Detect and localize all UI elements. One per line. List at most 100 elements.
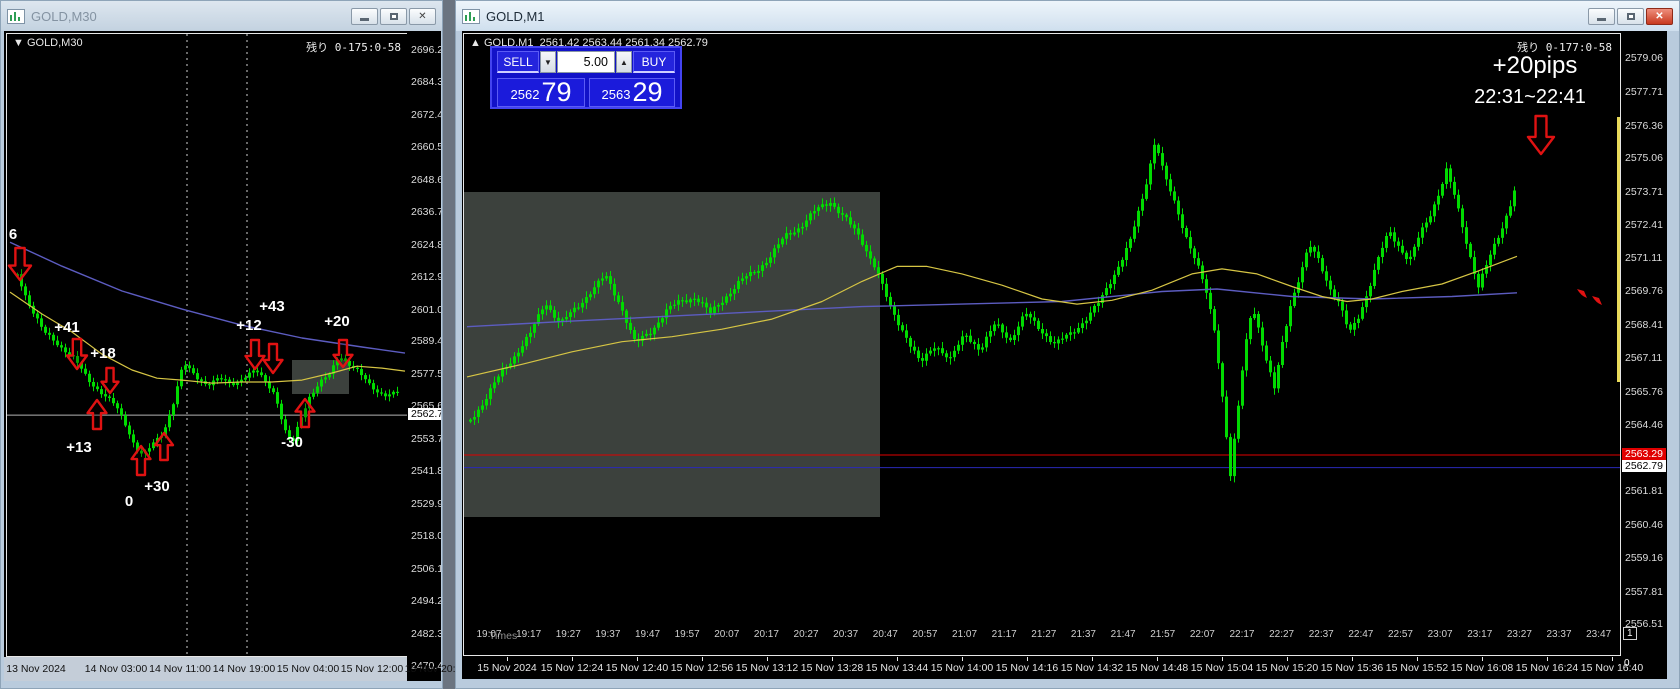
time-tick-label: 21:07 bbox=[952, 629, 978, 640]
axis-tick bbox=[1417, 657, 1418, 661]
collapse-icon[interactable]: ▼ bbox=[13, 37, 24, 49]
price-axis-label: 2482.38 bbox=[411, 628, 441, 640]
buy-button[interactable]: BUY bbox=[633, 51, 675, 73]
chart-canvas-m1[interactable] bbox=[464, 34, 1620, 655]
price-axis-label: 2571.11 bbox=[1625, 252, 1663, 264]
price-axis-m30[interactable]: 2696.23 2684.33 2672.43 2660.53 2648.63 2636.… bbox=[407, 33, 441, 677]
axis-tick bbox=[1352, 657, 1353, 661]
restore-button[interactable] bbox=[1617, 7, 1644, 25]
date-axis-label: 13 Nov 2024 bbox=[6, 663, 66, 675]
trade-arrow-down bbox=[100, 366, 120, 395]
restore-button[interactable] bbox=[380, 7, 407, 25]
date-axis-label: 15 Nov 04:00 bbox=[276, 663, 340, 675]
date-axis-label: 15 Nov 15:04 bbox=[1190, 662, 1254, 674]
date-axis-label: 15 Nov 14:16 bbox=[995, 662, 1059, 674]
volume-input[interactable]: 5.00 bbox=[557, 51, 615, 73]
chart-plot-m30[interactable]: ▼ GOLD,M30 残り 0-175:0-58 6 +41 +18 +13 0 +30 +… bbox=[6, 33, 408, 657]
chart-annotation: -30 bbox=[281, 434, 303, 451]
price-axis-label: 2660.53 bbox=[411, 141, 441, 153]
ask-price-button[interactable]: 2563 29 bbox=[589, 78, 675, 107]
volume-decrease-button[interactable]: ▼ bbox=[540, 51, 556, 73]
ask-price-small: 2563 bbox=[601, 87, 631, 102]
trade-arrow-down bbox=[7, 246, 33, 282]
chart-window-m1: GOLD,M1 ✕ ▲ GOLD,M1 2561.42 2563.44 2561… bbox=[455, 0, 1680, 689]
time-tick-label: 22:17 bbox=[1229, 629, 1255, 640]
minimize-icon bbox=[360, 18, 369, 21]
collapse-icon[interactable]: ▲ bbox=[470, 37, 481, 49]
bid-price-big: 79 bbox=[541, 77, 572, 107]
price-axis-label: 2572.41 bbox=[1625, 219, 1663, 231]
times-indicator-label: Times bbox=[489, 630, 518, 642]
axis-tick bbox=[1092, 657, 1093, 661]
time-tick-label: 19:07 bbox=[476, 629, 502, 640]
price-axis-label: 2559.16 bbox=[1625, 552, 1663, 564]
chart-icon bbox=[462, 8, 480, 24]
axis-tick bbox=[767, 657, 768, 661]
chart-annotation: +20 bbox=[324, 313, 350, 330]
price-axis-label: 2494.28 bbox=[411, 595, 441, 607]
date-axis-label: 15 Nov 15:20 bbox=[1255, 662, 1319, 674]
chart-plot-m1[interactable]: ▲ GOLD,M1 2561.42 2563.44 2561.34 2562.7… bbox=[463, 33, 1621, 656]
chart-symbol-label: ▼ GOLD,M30 bbox=[13, 37, 83, 49]
trade-arrow-down bbox=[65, 337, 89, 371]
axis-tick bbox=[572, 657, 573, 661]
price-axis-label: 2579.06 bbox=[1625, 52, 1663, 64]
date-axis-label: 15 Nov 2024 bbox=[477, 662, 537, 674]
close-button[interactable]: ✕ bbox=[1646, 7, 1673, 25]
price-axis-label: 2589.48 bbox=[411, 335, 441, 347]
price-axis-label: 2696.23 bbox=[411, 44, 441, 56]
chart-annotation: 0 bbox=[124, 493, 134, 510]
axis-tick bbox=[1287, 657, 1288, 661]
time-axis-m1[interactable]: 15 Nov 2024 15 Nov 12:24 15 Nov 12:40 15 No… bbox=[462, 657, 1643, 679]
trade-arrow-down bbox=[332, 338, 354, 369]
price-axis-label: 2506.18 bbox=[411, 563, 441, 575]
chart-annotation: +18 bbox=[90, 345, 116, 362]
sell-button[interactable]: SELL bbox=[497, 51, 539, 73]
date-axis-label: 15 Nov 15:52 bbox=[1385, 662, 1449, 674]
date-axis-label: 15 Nov 15:36 bbox=[1320, 662, 1384, 674]
chart-annotation: +13 bbox=[66, 439, 92, 456]
trade-arrow-down bbox=[244, 338, 266, 371]
axis-tick bbox=[1612, 657, 1613, 661]
price-axis-label: 2557.81 bbox=[1625, 586, 1663, 598]
trade-arrow-down bbox=[1526, 114, 1556, 156]
time-tick-label: 21:27 bbox=[1031, 629, 1057, 640]
axis-tick bbox=[1157, 657, 1158, 661]
time-tick-label: 23:37 bbox=[1546, 629, 1572, 640]
trade-arrow-down bbox=[262, 342, 284, 375]
volume-increase-button[interactable]: ▲ bbox=[616, 51, 632, 73]
price-axis-m1[interactable]: 2579.06 2577.71 2576.36 2575.06 2573.71 2572.… bbox=[1621, 33, 1667, 679]
time-tick-label: 23:17 bbox=[1467, 629, 1493, 640]
price-marker-2562.79: 2562.79 bbox=[408, 408, 441, 420]
time-tick-label: 20:17 bbox=[753, 629, 779, 640]
chart-canvas-m30[interactable] bbox=[7, 34, 407, 656]
date-axis-label: 15 Nov 12:24 bbox=[540, 662, 604, 674]
time-axis-m30[interactable]: 13 Nov 2024 14 Nov 03:00 14 Nov 11:00 14 No… bbox=[4, 657, 467, 681]
chart-annotation: 6 bbox=[8, 226, 18, 243]
bid-price-button[interactable]: 2562 79 bbox=[497, 78, 585, 107]
axis-tick bbox=[1482, 657, 1483, 661]
time-tick-label: 19:17 bbox=[516, 629, 542, 640]
restore-icon bbox=[1626, 12, 1635, 20]
time-tick-label: 19:57 bbox=[674, 629, 700, 640]
close-button[interactable]: ✕ bbox=[409, 7, 436, 25]
time-tick-label: 19:47 bbox=[635, 629, 661, 640]
price-axis-label: 2560.46 bbox=[1625, 519, 1663, 531]
time-tick-label: 20:37 bbox=[833, 629, 859, 640]
minimize-button[interactable] bbox=[351, 7, 378, 25]
date-axis-label: 15 Nov 14:32 bbox=[1060, 662, 1124, 674]
time-tick-label: 21:47 bbox=[1110, 629, 1136, 640]
chart-area-m30: ▼ GOLD,M30 残り 0-175:0-58 6 +41 +18 +13 0 +30 +… bbox=[4, 31, 467, 681]
price-axis-label: 2636.73 bbox=[411, 206, 441, 218]
time-tick-label: 20:07 bbox=[714, 629, 740, 640]
axis-tick bbox=[507, 657, 508, 661]
price-axis-label: 2684.33 bbox=[411, 76, 441, 88]
titlebar-m1[interactable]: GOLD,M1 ✕ bbox=[456, 1, 1679, 31]
titlebar-m30[interactable]: GOLD,M30 ✕ bbox=[1, 1, 442, 31]
minimize-button[interactable] bbox=[1588, 7, 1615, 25]
axis-tick bbox=[1222, 657, 1223, 661]
period-marker-top: 1 bbox=[1623, 627, 1637, 640]
time-tick-label: 23:47 bbox=[1586, 629, 1612, 640]
time-tick-label: 19:37 bbox=[595, 629, 621, 640]
